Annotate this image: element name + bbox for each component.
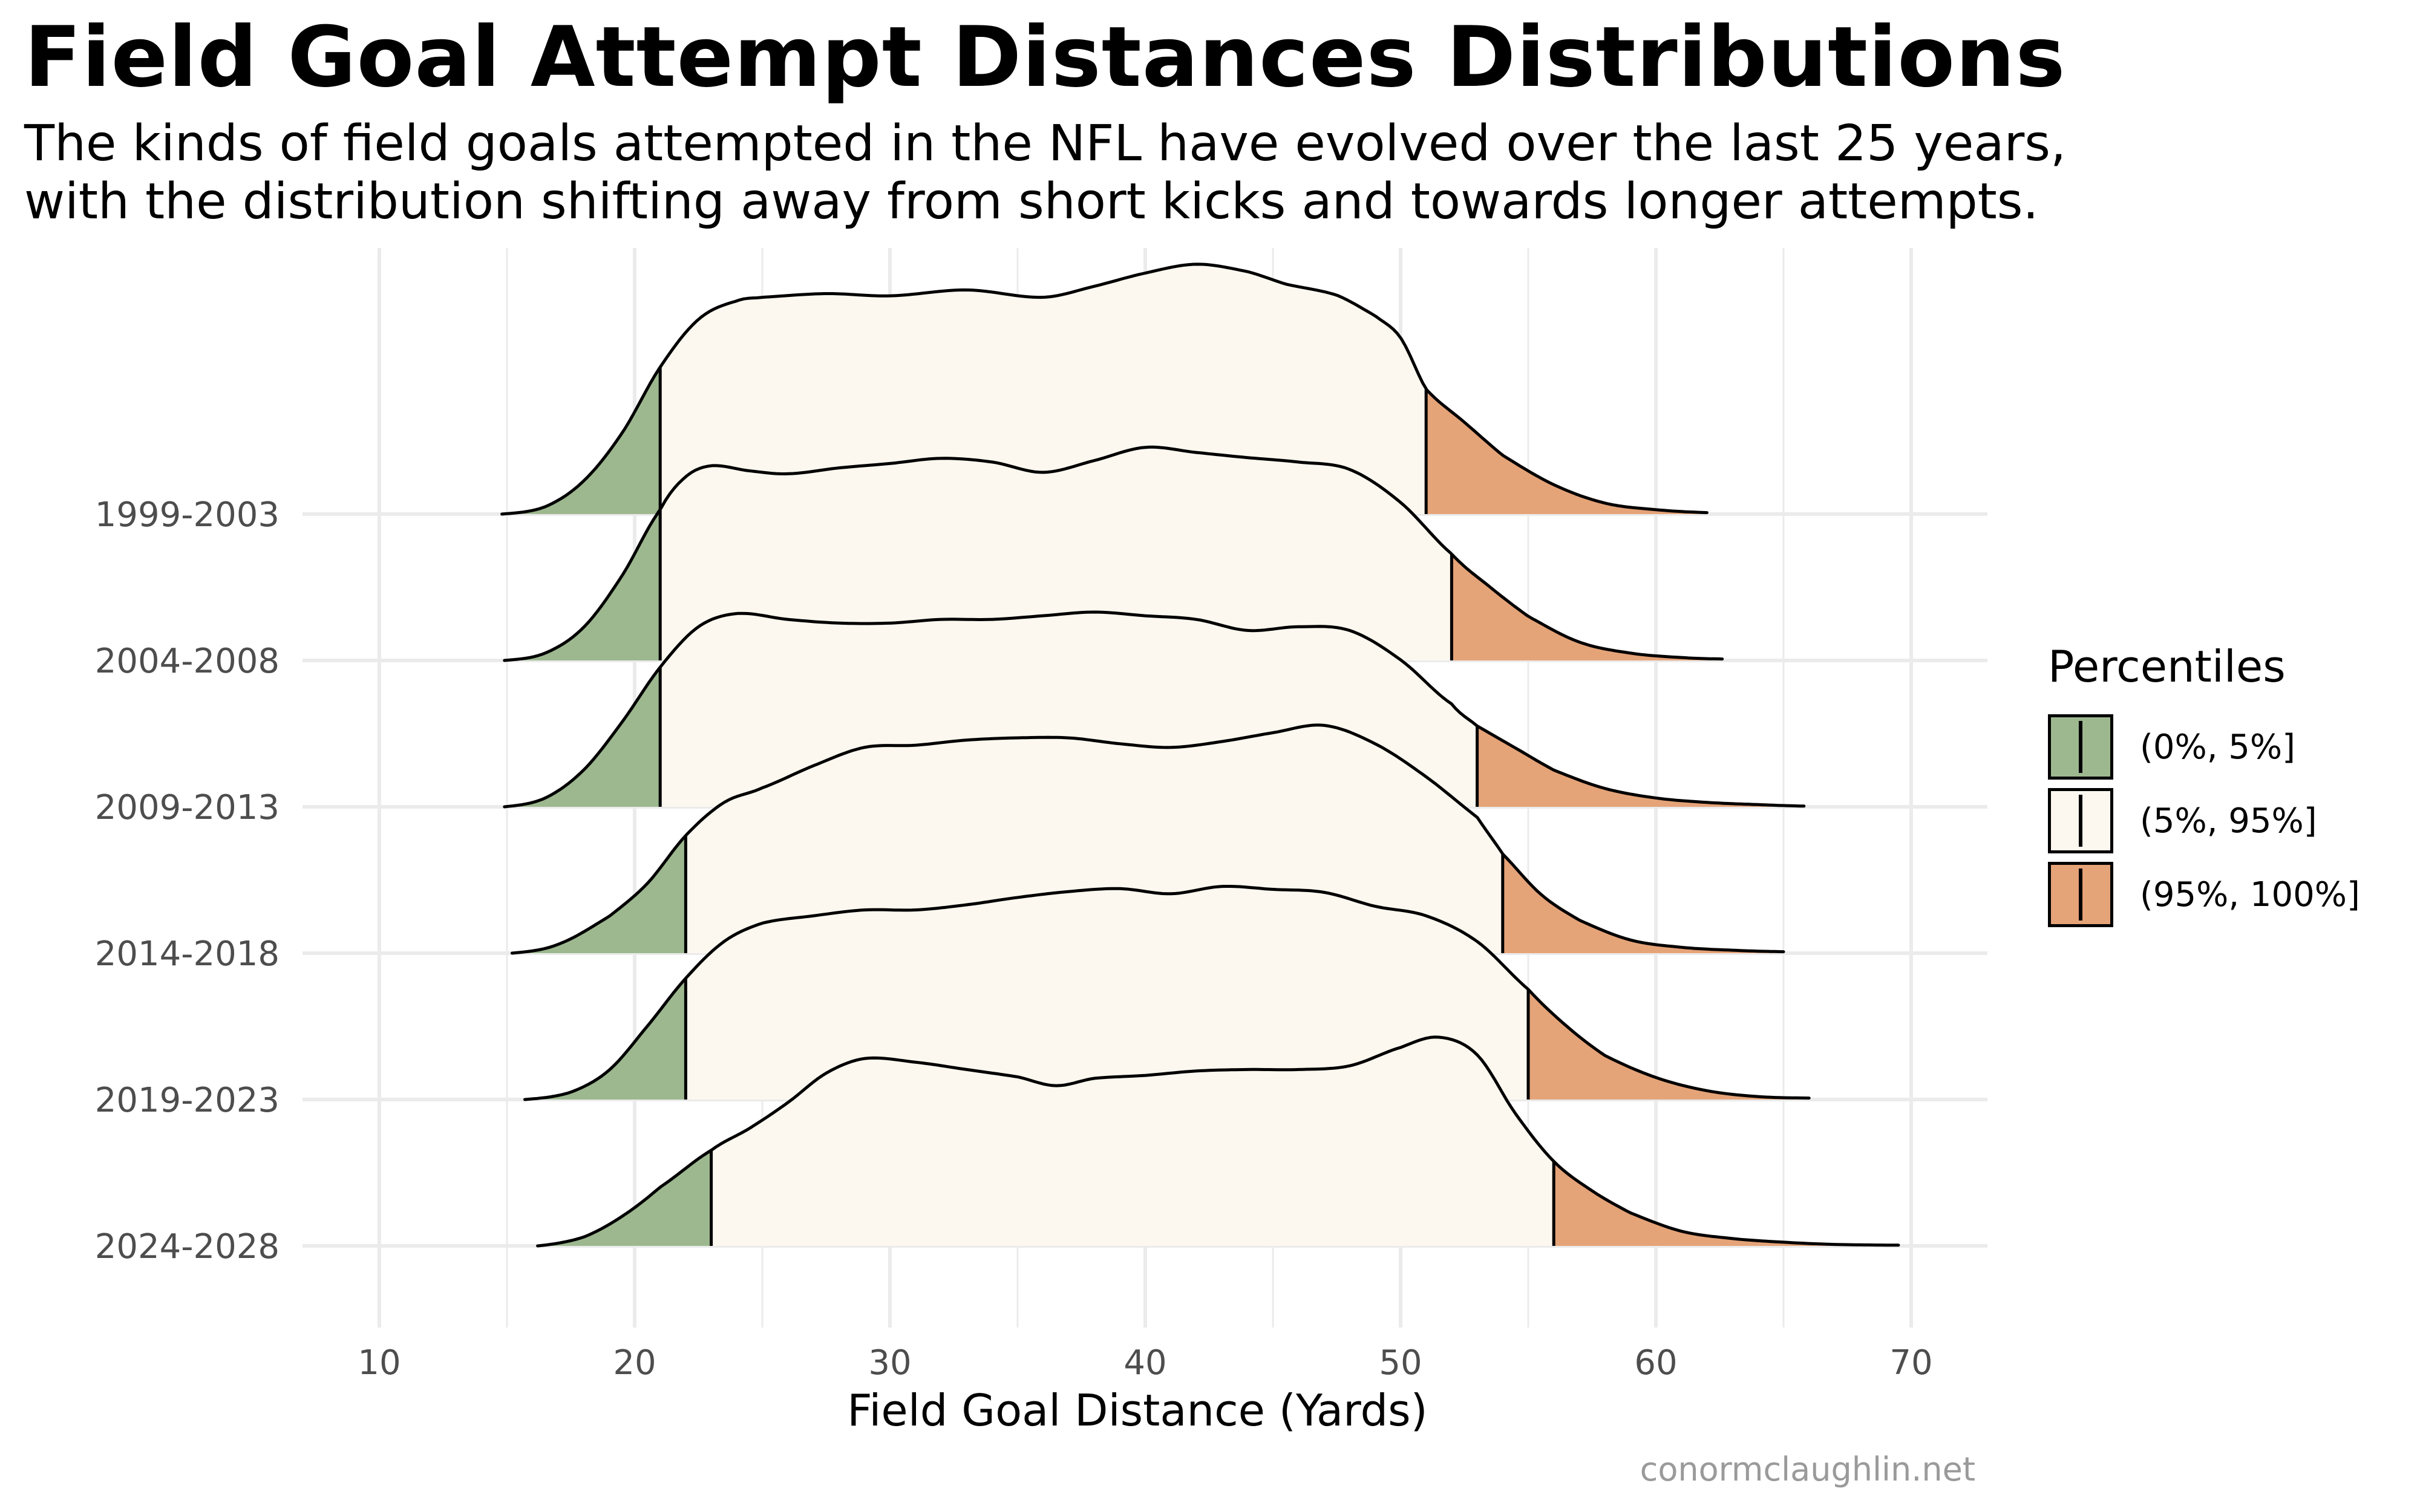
ridge-area-low [537,1150,711,1246]
legend: Percentiles (0%, 5%] (5%, 95%] (95%, 100… [2048,641,2360,931]
subtitle-line-2: with the distribution shifting away from… [24,173,2039,230]
legend-swatch-mid [2048,788,2113,853]
x-tick-label: 10 [358,1343,401,1383]
chart-subtitle: The kinds of field goals attempted in th… [24,115,2066,231]
chart-title: Field Goal Attempt Distances Distributio… [24,8,2066,106]
ridge-area-mid [660,264,1427,514]
y-tick-label: 2009-2013 [95,788,280,827]
x-tick-label: 70 [1889,1343,1932,1383]
ridge-2019-2023 [523,885,1811,1101]
y-tick-label: 1999-2003 [95,495,280,535]
subtitle-line-1: The kinds of field goals attempted in th… [24,115,2067,172]
legend-label-low: (0%, 5%] [2140,727,2295,767]
legend-title: Percentiles [2048,641,2286,692]
ridge-area-mid [711,1037,1554,1246]
y-tick-label: 2019-2023 [95,1081,280,1120]
density-outline [500,262,1709,516]
ridge-2004-2008 [503,445,1724,662]
source-caption: conormclaughlin.net [1640,1450,1975,1488]
legend-label-mid: (5%, 95%] [2140,801,2317,841]
ridge-1999-2003 [500,262,1709,516]
x-tick-label: 60 [1634,1343,1677,1383]
ridge-area-mid [685,886,1528,1100]
y-tick-label: 2004-2008 [95,642,280,681]
density-outline [510,723,1785,955]
x-tick-label: 30 [868,1343,911,1383]
ridge-area-high [1502,854,1784,953]
x-axis-ticks: 10 20 30 40 50 60 70 [358,1343,1932,1383]
density-outline [503,445,1724,662]
legend-swatch-low [2048,714,2113,780]
ridge-area-high [1451,553,1722,660]
ridge-area-high [1554,1161,1898,1246]
x-tick-label: 50 [1379,1343,1422,1383]
y-axis-ticks: 1999-2003 2004-2008 2009-2013 2014-2018 2019… [95,495,280,1266]
ridge-area-low [504,509,661,660]
legend-label-high: (95%, 100%] [2140,875,2360,914]
legend-swatch-high [2048,862,2113,927]
density-outline [536,1035,1900,1248]
ridges [500,262,1900,1248]
y-tick-label: 2014-2018 [95,934,280,974]
ridge-2024-2028 [536,1035,1900,1248]
density-outline [503,610,1806,809]
legend-item-mid: (5%, 95%] [2048,784,2360,858]
ridge-area-low [502,367,661,514]
ridge-area-mid [660,447,1452,660]
ridge-area-high [1528,989,1810,1100]
ridge-area-low [525,978,686,1100]
y-tick-label: 2024-2028 [95,1227,280,1266]
ridge-area-low [504,667,661,807]
x-axis-label: Field Goal Distance (Yards) [847,1385,1428,1436]
density-outline [523,885,1811,1101]
x-tick-label: 40 [1123,1343,1166,1383]
ridge-area-low [512,835,686,953]
legend-item-high: (95%, 100%] [2048,858,2360,931]
ridge-area-high [1426,389,1707,514]
x-tick-label: 20 [613,1343,656,1383]
legend-item-low: (0%, 5%] [2048,710,2360,784]
ridge-area-high [1477,726,1804,807]
